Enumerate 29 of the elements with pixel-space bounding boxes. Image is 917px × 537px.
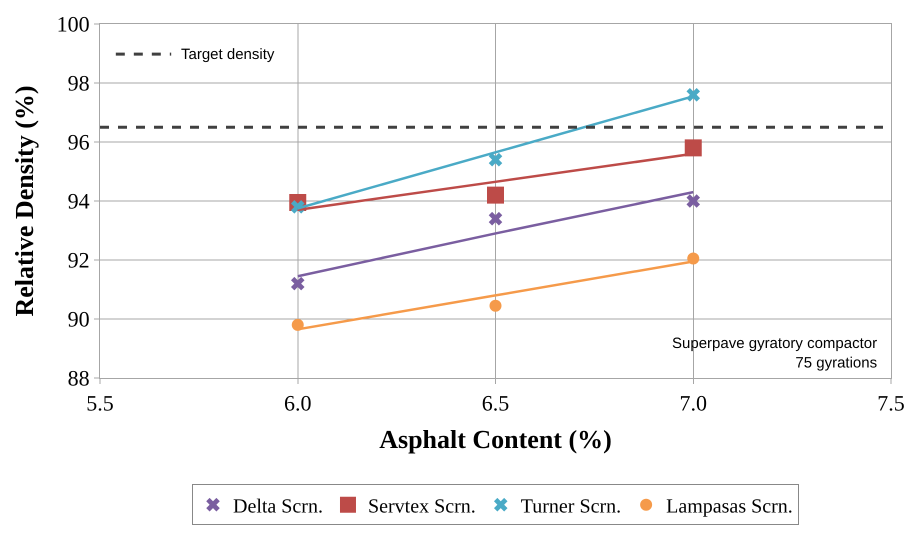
- point: [488, 212, 502, 226]
- point: [684, 139, 702, 156]
- point: [290, 276, 305, 290]
- point: [488, 152, 502, 166]
- y-axis-title: Relative Density (%): [10, 85, 39, 317]
- y-tick-label: 92: [68, 248, 90, 273]
- y-tick-label: 88: [68, 366, 90, 391]
- point: [487, 186, 504, 204]
- point: [490, 300, 502, 312]
- legend-label: Servtex Scrn.: [368, 496, 476, 518]
- y-tick-label: 98: [68, 70, 90, 96]
- x-tick-label: 7.5: [877, 390, 905, 416]
- x-tick-label: 5.5: [86, 390, 114, 416]
- point: [292, 318, 304, 331]
- x-tick-label: 7.0: [680, 390, 707, 416]
- legend-label: Delta Scrn.: [233, 496, 323, 518]
- legend-label: Target density: [181, 46, 275, 63]
- y-tick-label: 100: [56, 12, 90, 37]
- annotation: Superpave gyratory compactor 75 gyrations: [672, 335, 878, 372]
- x-axis-title: Asphalt Content (%): [379, 425, 612, 454]
- x-tick-label: 6.0: [284, 390, 312, 416]
- y-tick-label: 96: [68, 130, 90, 155]
- y-tick-label: 90: [68, 306, 90, 332]
- y-tick-label: 94: [68, 188, 90, 214]
- x-tick-label: 6.5: [482, 390, 510, 416]
- point: [687, 252, 700, 265]
- point: [686, 194, 700, 208]
- legend-label: Lampasas Scrn.: [666, 496, 793, 518]
- legend-label: Turner Scrn.: [520, 496, 622, 518]
